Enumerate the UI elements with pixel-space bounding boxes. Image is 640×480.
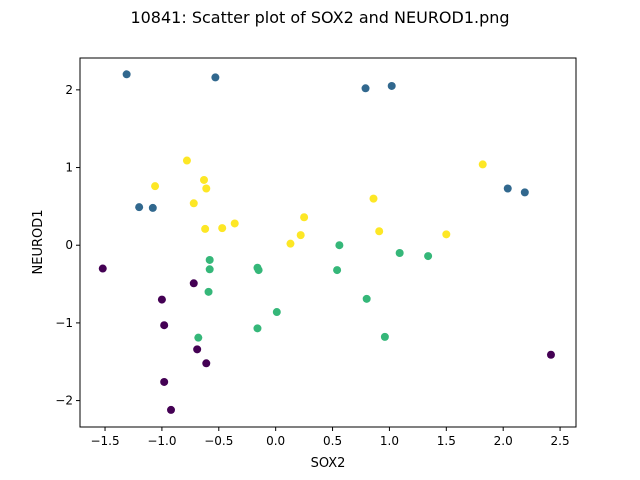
scatter-point [182,156,191,165]
scatter-point [148,203,157,212]
scatter-point [202,184,211,193]
x-axis-ticks: −1.5 −1.0 −0.5 0.0 0.5 1.0 1.5 2.0 2.5 [90,427,570,448]
points-layer [98,70,555,414]
scatter-point [205,255,214,264]
scatter-point [254,266,263,275]
scatter-point [380,332,389,341]
scatter-point [546,350,555,359]
x-tick-label: 0.0 [266,434,285,448]
scatter-point [157,295,166,304]
scatter-point [218,224,227,233]
scatter-point [361,84,370,93]
scatter-point [478,160,487,169]
y-axis-label: NEUROD1 [31,210,46,275]
scatter-point [335,241,344,250]
scatter-point [503,184,512,193]
x-tick-label: −1.5 [90,434,119,448]
y-tick-label: 2 [65,83,73,97]
x-tick-label: −1.0 [147,434,176,448]
scatter-point [194,333,203,342]
plot-area [80,58,576,427]
scatter-point [300,213,309,222]
scatter-point [167,405,176,414]
scatter-point [122,70,131,79]
scatter-point [135,203,144,212]
x-tick-label: 1.0 [380,434,399,448]
scatter-point [230,219,239,228]
scatter-point [200,175,208,184]
x-axis-label: SOX2 [311,456,346,471]
scatter-point [520,188,529,197]
y-tick-label: −1 [55,316,73,330]
scatter-point [395,248,404,257]
scatter-point [202,359,211,368]
scatter-point [442,230,451,239]
scatter-point [296,231,305,240]
x-tick-label: 1.5 [437,434,456,448]
scatter-point [160,377,169,386]
x-tick-label: 2.5 [551,434,570,448]
scatter-point [253,324,262,333]
x-tick-label: 0.5 [323,434,342,448]
scatter-point [333,266,342,275]
scatter-point [189,199,198,208]
scatter-point [193,345,202,354]
scatter-point [362,294,371,303]
scatter-point [286,239,295,248]
scatter-point [205,265,214,274]
scatter-point [201,224,210,233]
y-tick-label: 0 [65,238,73,252]
chart-title: 10841: Scatter plot of SOX2 and NEUROD1.… [130,8,509,27]
y-axis-ticks: −2 −1 0 1 2 [55,83,80,408]
scatter-point [189,279,198,288]
plot-frame [79,57,577,428]
x-tick-label: 2.0 [494,434,513,448]
scatter-point [387,81,396,90]
scatter-point [204,287,213,296]
scatter-point [151,182,160,191]
scatter-point [369,194,378,203]
scatter-point [211,73,220,82]
scatter-point [160,321,169,330]
scatter-point [424,252,433,261]
x-tick-label: −0.5 [204,434,233,448]
scatter-point [98,264,107,273]
y-tick-label: −2 [55,394,73,408]
scatter-point [272,308,281,317]
scatter-point [375,227,384,236]
y-tick-label: 1 [65,161,73,175]
